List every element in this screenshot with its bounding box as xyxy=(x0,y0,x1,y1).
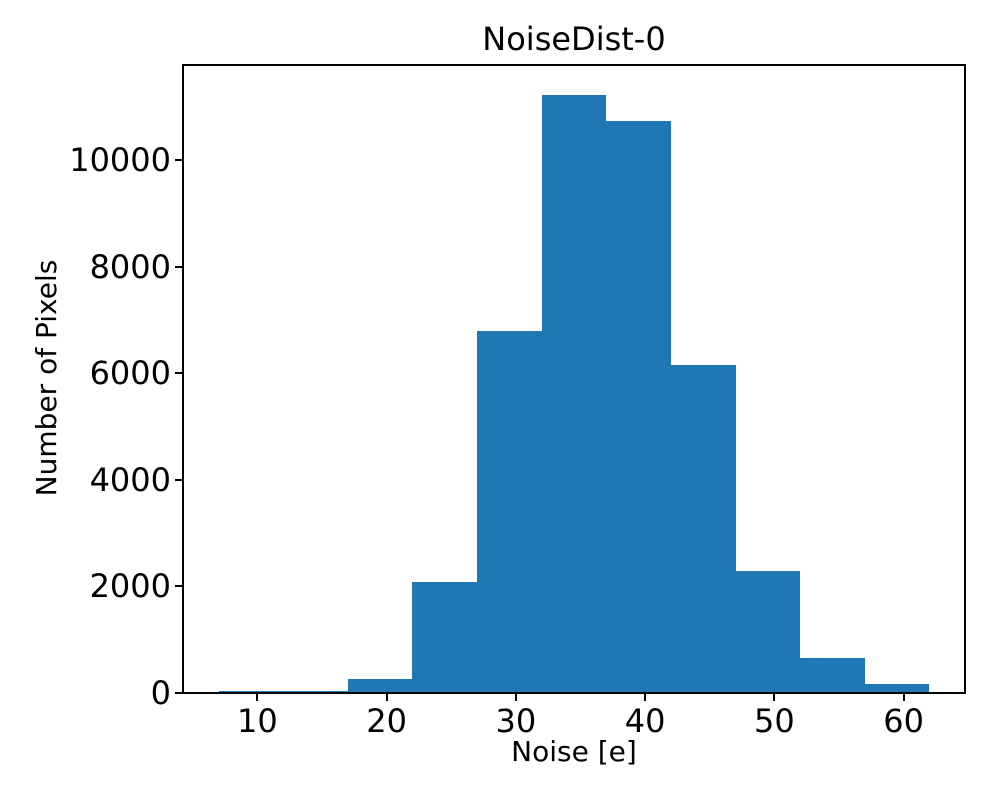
y-axis-tick-label: 2000 xyxy=(89,567,171,606)
y-axis-tick-mark xyxy=(175,265,182,268)
x-axis-tick-label: 50 xyxy=(753,702,795,740)
histogram-bar xyxy=(735,571,801,693)
y-axis-tick-mark xyxy=(175,692,182,694)
y-axis-tick-mark xyxy=(175,478,182,481)
x-axis-tick-label: 40 xyxy=(624,702,666,740)
histogram-bar xyxy=(606,121,671,693)
histogram-bar xyxy=(541,94,607,693)
y-axis-tick-mark xyxy=(175,159,182,162)
histogram-bar xyxy=(412,582,478,693)
histogram-bar xyxy=(347,678,413,693)
histogram-bar xyxy=(477,330,542,693)
x-axis-tick-mark xyxy=(773,694,776,701)
y-axis-tick-label: 0 xyxy=(150,674,171,712)
histogram-bar xyxy=(800,658,865,693)
x-axis-tick-label: 60 xyxy=(883,702,924,740)
plot-area: 10 20 30 40 50 60 0 2000 4000 6000 8000 10000 xyxy=(69,64,966,740)
histogram-bar xyxy=(218,691,284,693)
x-axis-tick-mark xyxy=(256,694,259,701)
chart-title: NoiseDist-0 xyxy=(482,20,666,58)
y-axis-tick-label: 4000 xyxy=(89,460,171,499)
x-axis-tick-label: 20 xyxy=(366,702,407,740)
x-axis-tick-mark xyxy=(514,694,517,701)
histogram-bar xyxy=(283,691,348,693)
y-axis-tick-mark xyxy=(175,585,182,588)
x-axis-tick-mark xyxy=(385,694,388,701)
x-axis-label: Noise [e] xyxy=(511,735,637,768)
y-axis-tick-mark xyxy=(175,372,182,375)
x-axis-tick-label: 30 xyxy=(495,702,537,740)
y-axis-tick-label: 10000 xyxy=(69,141,171,180)
x-axis-tick-mark xyxy=(902,694,905,701)
histogram-bar xyxy=(864,684,930,693)
y-axis-tick-label: 6000 xyxy=(89,354,171,393)
y-axis-tick-label: 8000 xyxy=(89,247,171,286)
x-axis-tick-mark xyxy=(644,694,647,701)
histogram-bar xyxy=(670,365,736,693)
x-axis-tick-label: 10 xyxy=(236,702,278,740)
